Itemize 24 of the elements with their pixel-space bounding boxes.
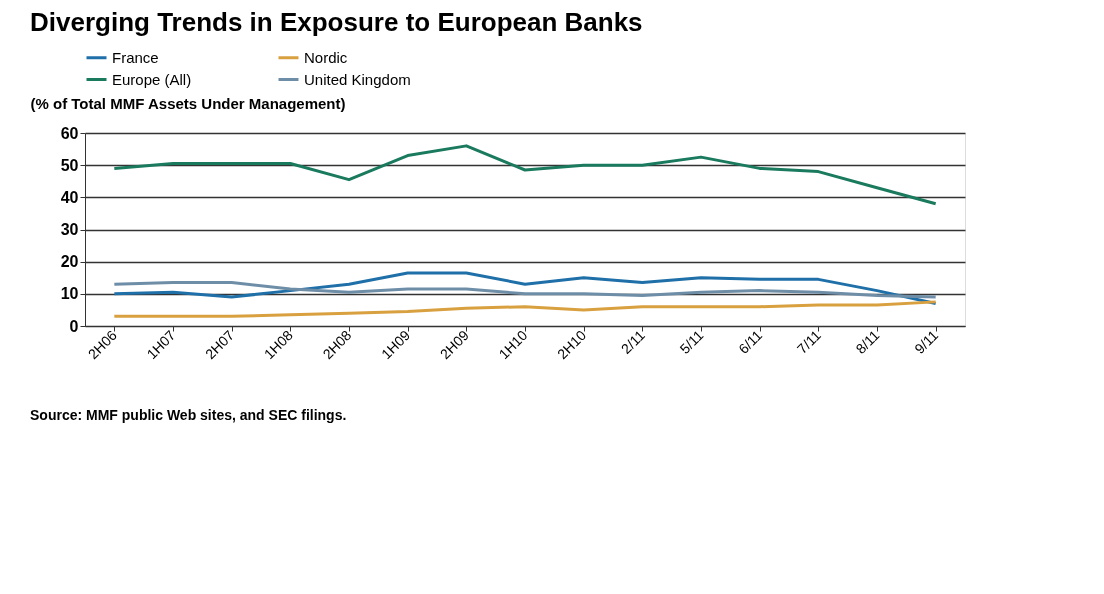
x-tick-label: 6/11 xyxy=(735,326,766,357)
y-tick-label: 50 xyxy=(60,156,79,174)
x-tick-label: 5/11 xyxy=(676,326,707,357)
legend-label: United Kingdom xyxy=(304,70,411,88)
x-tick-label: 8/11 xyxy=(852,326,883,357)
y-axis-title: (% of Total MMF Assets Under Management) xyxy=(30,94,346,112)
y-tick-label: 40 xyxy=(60,188,79,206)
y-tick-label: 60 xyxy=(60,124,79,142)
line-series xyxy=(112,281,938,299)
chart-title: Diverging Trends in Exposure to European Banks xyxy=(30,7,643,37)
legend-label: France xyxy=(112,48,159,66)
y-tick-label: 10 xyxy=(60,285,79,303)
y-tick-label: 30 xyxy=(60,221,79,238)
legend-label: Nordic xyxy=(304,48,348,66)
x-tick-label: 9/11 xyxy=(911,326,942,357)
x-tick-label: 7/11 xyxy=(793,326,824,357)
y-tick-label: 20 xyxy=(60,253,79,271)
source-note: Source: MMF public Web sites, and SEC filings. xyxy=(30,407,347,423)
line-series xyxy=(112,144,938,206)
legend-label: Europe (All) xyxy=(112,70,192,88)
line-series xyxy=(112,271,938,305)
y-tick-label: 0 xyxy=(69,317,79,335)
x-tick-label: 2/11 xyxy=(617,326,648,357)
line-series xyxy=(112,300,938,318)
